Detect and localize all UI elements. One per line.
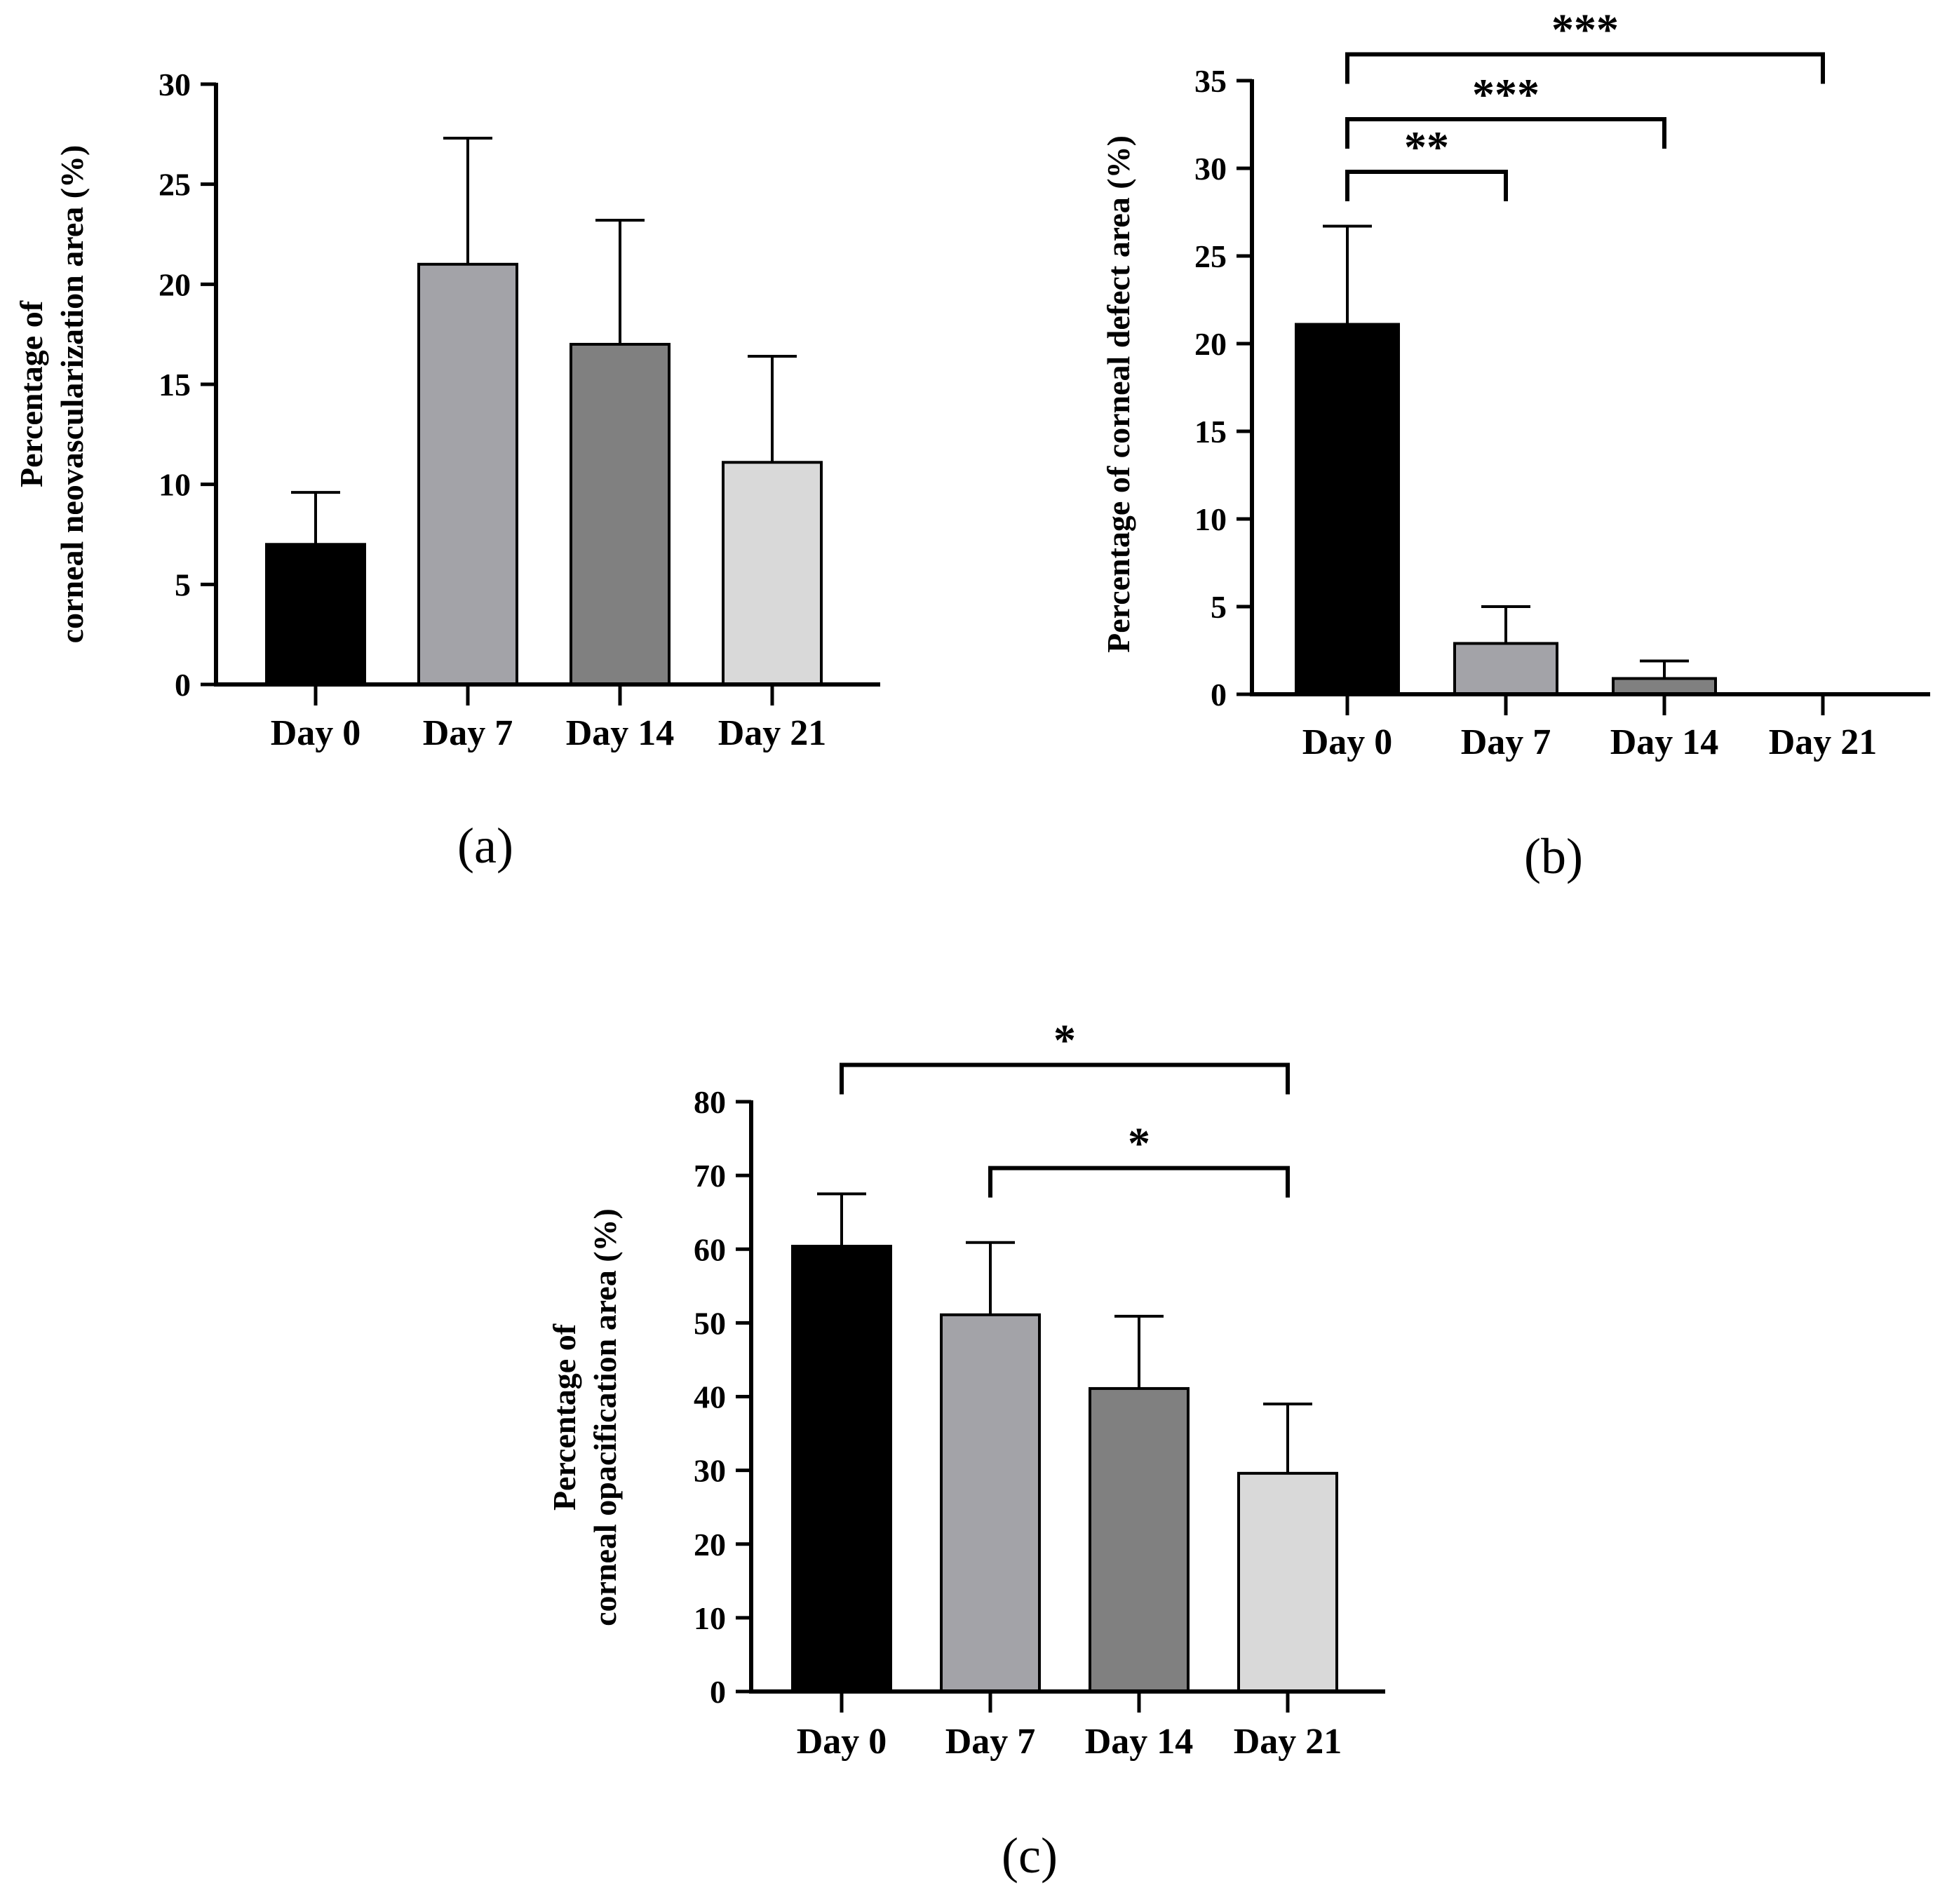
significance-bracket — [1345, 117, 1666, 149]
y-tick-label: 30 — [159, 67, 191, 102]
significance-label: *** — [1551, 5, 1619, 55]
bar-day-14 — [1612, 677, 1717, 696]
bar-day-0 — [791, 1245, 892, 1694]
significance-label: * — [1128, 1119, 1150, 1168]
y-tick-label: 25 — [1194, 238, 1227, 274]
panel-label: (a) — [457, 818, 513, 874]
y-tick-label: 15 — [159, 367, 191, 403]
x-tick-label: Day 7 — [423, 713, 513, 753]
significance-bracket — [840, 1062, 1290, 1095]
y-tick-label: 40 — [694, 1379, 726, 1415]
significance-label: * — [1053, 1015, 1076, 1065]
bar-day-7 — [1453, 642, 1558, 696]
y-tick-label: 0 — [1211, 677, 1227, 713]
bar-day-21 — [1237, 1471, 1338, 1694]
panel-a: 0 5 10 15 20 25 30 Day 0 Day 7 Day 14 Day 21 Percen… — [13, 67, 880, 874]
bar-day-21 — [722, 461, 823, 687]
significance-bracket — [1345, 52, 1825, 84]
x-tick-label: Day 0 — [1302, 722, 1393, 762]
x-tick-label: Day 7 — [945, 1722, 1036, 1762]
y-axis-label: corneal opacification area (%) — [587, 1208, 623, 1626]
y-tick-label: 10 — [159, 467, 191, 503]
y-tick-label: 35 — [1194, 63, 1227, 99]
y-tick-label: 0 — [175, 667, 191, 703]
x-tick-label: Day 21 — [1234, 1722, 1342, 1762]
y-tick-label: 80 — [694, 1084, 726, 1120]
significance-label: ** — [1404, 122, 1449, 172]
panel-label: (c) — [1002, 1828, 1058, 1884]
y-tick-label: 10 — [1194, 501, 1227, 537]
y-tick-label: 15 — [1194, 414, 1227, 450]
bar-day-7 — [417, 262, 518, 686]
y-tick-label: 30 — [1194, 151, 1227, 187]
y-tick-label: 20 — [1194, 326, 1227, 362]
y-tick-label: 50 — [694, 1305, 726, 1341]
y-axis-label: Percentage of — [546, 1323, 582, 1511]
y-tick-label: 20 — [159, 266, 191, 302]
x-tick-label: Day 21 — [1769, 722, 1878, 762]
y-tick-label: 20 — [694, 1527, 726, 1562]
significance-label: *** — [1472, 69, 1540, 119]
significance-bracket — [1345, 170, 1508, 201]
x-tick-label: Day 0 — [797, 1722, 887, 1762]
y-tick-label: 10 — [694, 1600, 726, 1636]
y-tick-label: 0 — [710, 1674, 726, 1710]
x-tick-label: Day 14 — [1610, 722, 1719, 762]
y-axis-label: corneal neovascularization area (%) — [54, 145, 90, 644]
x-tick-label: Day 14 — [1085, 1722, 1194, 1762]
y-axis-label: Percentage of corneal defect area (%) — [1100, 135, 1136, 653]
bar-day-14 — [1089, 1386, 1190, 1694]
x-tick-label: Day 14 — [566, 713, 675, 753]
y-axis-label: Percentage of — [13, 300, 49, 487]
x-tick-label: Day 21 — [718, 713, 827, 753]
bar-day-0 — [265, 543, 366, 686]
x-tick-label: Day 0 — [271, 713, 361, 753]
panel-b: 0 5 10 15 20 25 30 35 Day 0 Day 7 Day 14 Day 21 Perc… — [1100, 5, 1930, 884]
y-tick-label: 5 — [175, 567, 191, 602]
bar-day-7 — [940, 1313, 1041, 1693]
panel-label: (b) — [1524, 828, 1583, 884]
bar-day-0 — [1295, 323, 1400, 696]
y-tick-label: 5 — [1211, 589, 1227, 625]
y-tick-label: 30 — [694, 1453, 726, 1489]
significance-bracket — [988, 1166, 1290, 1198]
x-tick-label: Day 7 — [1461, 722, 1551, 762]
bar-day-14 — [570, 342, 671, 686]
panel-c: 0 10 20 30 40 50 60 70 80 Day 0 Day 7 Day 14 Day 21 P… — [546, 1015, 1385, 1884]
y-tick-label: 25 — [159, 167, 191, 203]
y-tick-label: 70 — [694, 1158, 726, 1194]
y-tick-label: 60 — [694, 1231, 726, 1267]
